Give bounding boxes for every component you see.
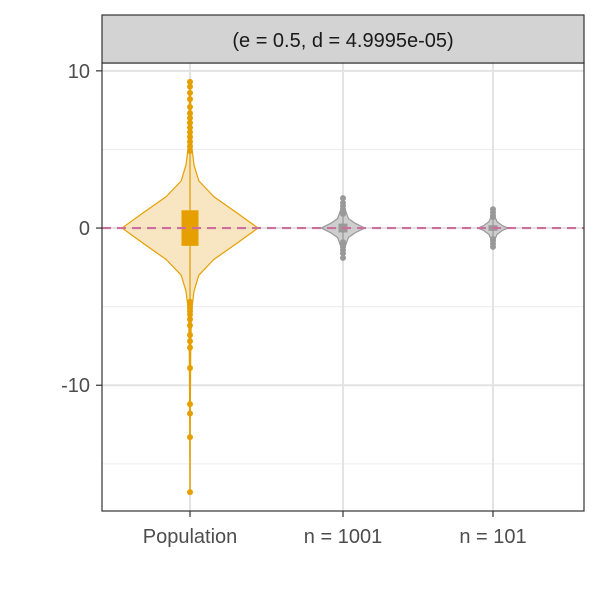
outlier-point [187, 78, 193, 85]
outlier-point [187, 489, 193, 496]
y-tick-label: 10 [68, 61, 90, 83]
outlier-point [187, 311, 193, 318]
outlier-point [187, 338, 193, 345]
grid-layer [102, 63, 584, 511]
outlier-point [340, 210, 346, 217]
violin-layer [121, 78, 509, 496]
outlier-point [340, 195, 346, 202]
outlier-point [187, 96, 193, 103]
outlier-point [187, 115, 193, 122]
outlier-point [187, 410, 193, 417]
outlier-point [187, 133, 193, 140]
outlier-point [187, 129, 193, 136]
outlier-point [340, 250, 346, 257]
outlier-point [187, 401, 193, 408]
outlier-point [340, 254, 346, 261]
outlier-point [490, 243, 496, 250]
facet-strip: (e = 0.5, d = 4.9995e-05) [101, 14, 585, 64]
outlier-point [187, 148, 193, 155]
x-tick-label: Population [143, 526, 238, 548]
x-tick-label: n = 101 [459, 526, 526, 548]
outlier-point [187, 138, 193, 145]
outlier-point [187, 331, 193, 338]
x-tick-label: n = 1001 [304, 526, 382, 548]
outlier-point [187, 434, 193, 441]
outlier-point [187, 110, 193, 117]
outlier-point [187, 364, 193, 371]
outlier-point [187, 143, 193, 150]
y-tick-label: -10 [61, 375, 90, 397]
outlier-point [490, 214, 496, 221]
outlier-point [187, 124, 193, 131]
outlier-point [187, 316, 193, 323]
facet-strip-background [101, 14, 585, 64]
violin-group [121, 78, 259, 496]
outlier-point [187, 104, 193, 111]
axis-layer: 10 0 -10 Population n = 1001 n = 101 [61, 61, 527, 548]
outlier-point [187, 119, 193, 126]
outlier-point [187, 83, 193, 90]
outlier-point [187, 322, 193, 329]
y-tick-label: 0 [79, 218, 90, 240]
outlier-point [187, 89, 193, 96]
outlier-point [187, 344, 193, 351]
facet-label: (e = 0.5, d = 4.9995e-05) [232, 30, 453, 52]
